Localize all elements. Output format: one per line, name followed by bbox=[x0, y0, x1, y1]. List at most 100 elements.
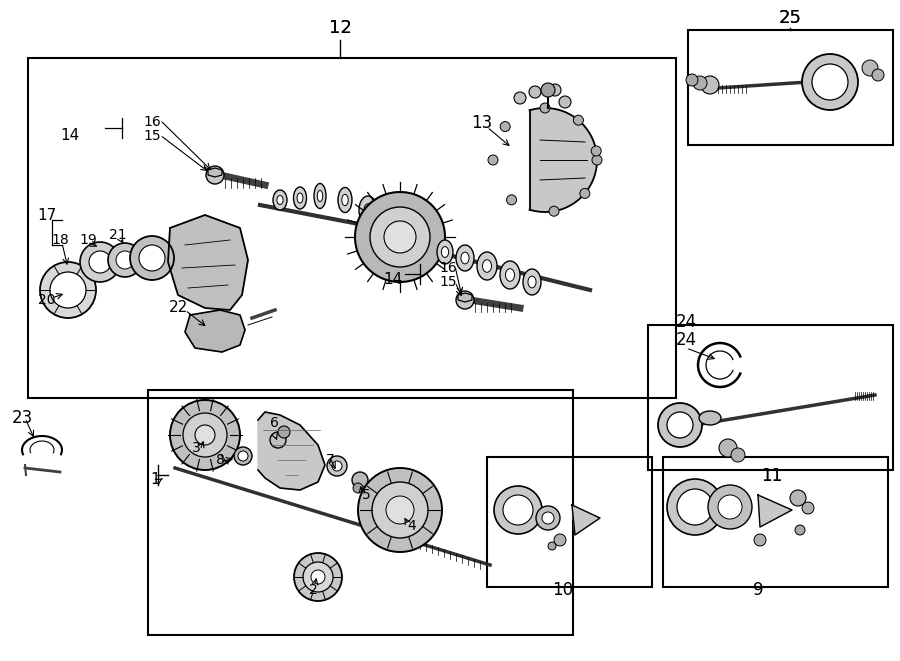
Circle shape bbox=[355, 192, 445, 282]
Bar bbox=[148, 390, 573, 635]
Circle shape bbox=[108, 243, 142, 277]
Circle shape bbox=[183, 413, 227, 457]
Ellipse shape bbox=[318, 190, 323, 202]
Ellipse shape bbox=[482, 260, 491, 272]
Text: 4: 4 bbox=[408, 519, 417, 533]
Ellipse shape bbox=[528, 276, 536, 288]
Circle shape bbox=[206, 166, 224, 184]
Bar bbox=[28, 58, 676, 398]
Ellipse shape bbox=[277, 196, 284, 204]
Circle shape bbox=[790, 490, 806, 506]
Circle shape bbox=[802, 502, 814, 514]
Ellipse shape bbox=[437, 240, 453, 264]
Ellipse shape bbox=[293, 187, 307, 209]
Circle shape bbox=[541, 83, 555, 97]
Circle shape bbox=[170, 400, 240, 470]
Circle shape bbox=[456, 291, 474, 309]
Text: 25: 25 bbox=[778, 9, 802, 27]
Bar bbox=[663, 457, 888, 587]
Circle shape bbox=[731, 448, 745, 462]
Circle shape bbox=[573, 115, 583, 125]
Circle shape bbox=[872, 69, 884, 81]
Ellipse shape bbox=[506, 269, 515, 282]
Circle shape bbox=[554, 534, 566, 546]
Circle shape bbox=[130, 236, 174, 280]
Text: 13: 13 bbox=[472, 114, 492, 132]
Text: 6: 6 bbox=[270, 416, 278, 430]
Circle shape bbox=[719, 439, 737, 457]
Ellipse shape bbox=[273, 190, 287, 210]
Circle shape bbox=[234, 447, 252, 465]
Polygon shape bbox=[258, 412, 325, 490]
Text: 20: 20 bbox=[38, 293, 56, 307]
Circle shape bbox=[89, 251, 111, 273]
Polygon shape bbox=[185, 310, 245, 352]
Circle shape bbox=[862, 60, 878, 76]
Circle shape bbox=[327, 456, 347, 476]
Circle shape bbox=[278, 426, 290, 438]
Text: 17: 17 bbox=[38, 208, 57, 223]
Circle shape bbox=[540, 103, 550, 113]
Circle shape bbox=[708, 485, 752, 529]
Ellipse shape bbox=[699, 411, 721, 425]
Text: 15: 15 bbox=[143, 129, 161, 143]
Circle shape bbox=[542, 512, 554, 524]
Circle shape bbox=[677, 489, 713, 525]
Text: 1: 1 bbox=[150, 473, 160, 488]
Text: 15: 15 bbox=[439, 275, 457, 289]
Text: 24: 24 bbox=[675, 331, 697, 349]
Circle shape bbox=[536, 506, 560, 530]
Bar bbox=[487, 457, 652, 587]
Circle shape bbox=[718, 495, 742, 519]
Ellipse shape bbox=[456, 245, 474, 271]
Circle shape bbox=[701, 76, 719, 94]
Circle shape bbox=[549, 84, 561, 96]
Circle shape bbox=[372, 482, 428, 538]
Circle shape bbox=[40, 262, 96, 318]
Polygon shape bbox=[458, 293, 472, 302]
Circle shape bbox=[667, 479, 723, 535]
Circle shape bbox=[332, 461, 342, 471]
Text: 2: 2 bbox=[309, 583, 318, 597]
Text: 14: 14 bbox=[383, 272, 402, 288]
Text: 19: 19 bbox=[79, 233, 97, 247]
Circle shape bbox=[500, 122, 510, 132]
Circle shape bbox=[353, 483, 363, 493]
Circle shape bbox=[529, 86, 541, 98]
Text: 10: 10 bbox=[553, 581, 573, 599]
Circle shape bbox=[358, 468, 442, 552]
Text: 12: 12 bbox=[328, 19, 351, 37]
Circle shape bbox=[238, 451, 248, 461]
Polygon shape bbox=[572, 505, 600, 535]
Circle shape bbox=[549, 206, 559, 216]
Text: 7: 7 bbox=[326, 453, 335, 467]
Circle shape bbox=[559, 96, 571, 108]
Text: 16: 16 bbox=[439, 261, 457, 275]
Text: 9: 9 bbox=[752, 581, 763, 599]
Bar bbox=[688, 30, 893, 145]
Ellipse shape bbox=[477, 252, 497, 280]
Circle shape bbox=[507, 195, 517, 205]
Text: 24: 24 bbox=[675, 313, 697, 331]
Text: 25: 25 bbox=[778, 9, 802, 27]
Circle shape bbox=[686, 74, 698, 86]
Circle shape bbox=[494, 486, 542, 534]
Circle shape bbox=[139, 245, 165, 271]
Ellipse shape bbox=[338, 188, 352, 212]
Ellipse shape bbox=[523, 269, 541, 295]
Bar bbox=[648, 325, 893, 470]
Circle shape bbox=[80, 242, 120, 282]
Circle shape bbox=[591, 146, 601, 156]
Circle shape bbox=[580, 188, 590, 198]
Ellipse shape bbox=[297, 193, 303, 203]
Circle shape bbox=[386, 496, 414, 524]
Circle shape bbox=[488, 155, 498, 165]
Ellipse shape bbox=[364, 204, 372, 216]
Text: 14: 14 bbox=[60, 128, 79, 143]
Ellipse shape bbox=[342, 194, 348, 206]
Circle shape bbox=[754, 534, 766, 546]
Text: 16: 16 bbox=[143, 115, 161, 129]
Ellipse shape bbox=[441, 247, 448, 257]
Circle shape bbox=[50, 272, 86, 308]
Circle shape bbox=[270, 432, 286, 448]
